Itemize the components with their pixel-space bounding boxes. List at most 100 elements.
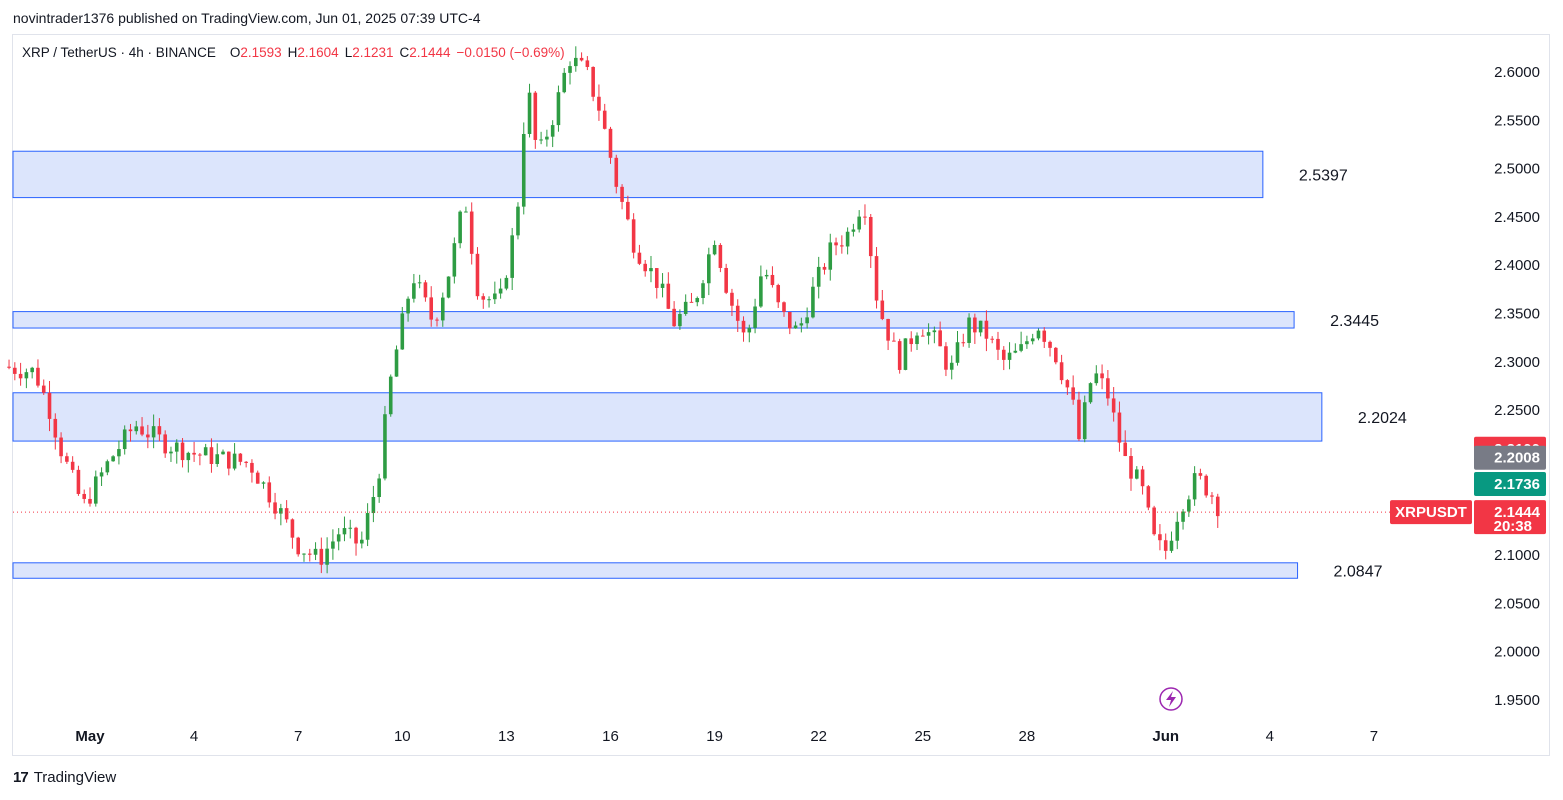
candle-body	[319, 548, 324, 565]
candle-body	[342, 528, 347, 535]
candle-body	[296, 537, 300, 555]
zone-rect[interactable]	[12, 150, 1264, 199]
candle-body	[1054, 347, 1058, 363]
symbol-tag-text: XRPUSDT	[1395, 504, 1467, 521]
candle-body	[435, 319, 439, 321]
candle-body	[1192, 473, 1197, 500]
candle-body	[1106, 378, 1110, 399]
candle-body	[192, 452, 196, 455]
y-tick-label: 2.0000	[1494, 644, 1540, 661]
candle-body	[284, 508, 289, 520]
zone-label: 2.5397	[1299, 167, 1348, 184]
candle-body	[302, 553, 306, 555]
price-badge	[1474, 445, 1546, 470]
candle-body	[388, 376, 393, 415]
candle-body	[730, 292, 734, 306]
candle-body	[307, 553, 312, 555]
candle-body	[770, 274, 775, 286]
x-tick-label: 13	[498, 728, 515, 745]
candle-body	[1215, 496, 1220, 517]
candle-body	[232, 453, 237, 469]
candle-body	[944, 346, 948, 370]
y-tick-label: 2.3500	[1494, 306, 1540, 323]
symbol-label[interactable]: XRP / TetherUS · 4h · BINANCE	[22, 45, 216, 60]
candle-body	[834, 242, 838, 246]
candle-body	[1117, 412, 1122, 443]
candle-body	[741, 320, 746, 333]
candle-body	[533, 92, 538, 140]
candle-body	[7, 366, 11, 368]
candle-body	[1013, 350, 1018, 353]
candle-body	[157, 426, 162, 435]
candle-body	[545, 136, 549, 140]
candle-body	[707, 254, 711, 284]
tradingview-logo-icon: 17	[13, 769, 29, 786]
zone-rect[interactable]	[12, 562, 1299, 579]
candle-body	[984, 320, 989, 339]
candle-body	[88, 498, 92, 504]
candle-body	[880, 300, 885, 319]
candle-body	[203, 447, 208, 456]
candle-body	[1025, 341, 1029, 345]
zone-rect[interactable]	[12, 311, 1295, 329]
candle-body	[666, 283, 671, 309]
candle-body	[1140, 469, 1145, 487]
candle-body	[446, 276, 451, 298]
candle-body	[313, 548, 318, 555]
candle-body	[146, 434, 150, 438]
y-tick-label: 2.1000	[1494, 547, 1540, 564]
candle-body	[701, 283, 705, 299]
candle-body	[371, 497, 376, 514]
candle-body	[1111, 398, 1116, 413]
candle-body	[1100, 373, 1104, 379]
candle-body	[510, 235, 514, 278]
footer-brand[interactable]: 17 TradingView	[13, 769, 116, 786]
candle-body	[793, 325, 798, 329]
candle-body	[24, 372, 29, 379]
candle-body	[955, 342, 960, 363]
candle-body	[406, 298, 410, 314]
candle-body	[128, 429, 133, 432]
candle-body	[1077, 399, 1081, 440]
candle-body	[631, 219, 636, 253]
candle-body	[1210, 495, 1214, 497]
y-tick-label: 2.5000	[1494, 161, 1540, 178]
candle-body	[574, 57, 578, 67]
lightning-bolt-icon	[1166, 691, 1176, 707]
candle-body	[70, 461, 75, 470]
price-badge	[1474, 471, 1546, 496]
candle-body	[521, 133, 526, 207]
candle-body	[608, 128, 613, 158]
y-tick-label: 2.5500	[1494, 112, 1540, 129]
zone-rect[interactable]	[12, 392, 1323, 442]
candle-body	[440, 297, 445, 321]
candle-body	[273, 502, 277, 514]
zone-label: 2.3445	[1330, 313, 1379, 330]
close-value: 2.1444	[409, 45, 451, 60]
candle-body	[458, 211, 462, 244]
x-tick-label: Jun	[1152, 728, 1179, 745]
candle-body	[1152, 507, 1156, 535]
candle-body	[539, 139, 543, 141]
candle-body	[1019, 344, 1023, 351]
candle-body	[377, 478, 381, 498]
candle-body	[840, 245, 844, 247]
candle-body	[562, 72, 567, 93]
low-value: 2.1231	[352, 45, 394, 60]
symbol-tag[interactable]	[1390, 500, 1472, 525]
candle-body	[290, 519, 295, 538]
candle-body	[626, 201, 630, 220]
candle-body	[1001, 349, 1006, 360]
lightning-icon[interactable]	[1159, 687, 1183, 711]
candle-body	[550, 125, 555, 137]
candle-body	[602, 110, 607, 129]
candle-body	[614, 157, 619, 187]
high-label: H	[287, 45, 298, 60]
candle-body	[851, 229, 856, 232]
price-badge-text: 2.2008	[1494, 450, 1540, 467]
candle-body	[209, 447, 214, 464]
last-price-badge	[1474, 500, 1546, 535]
candle-body	[828, 242, 833, 270]
candle-body	[787, 311, 792, 329]
